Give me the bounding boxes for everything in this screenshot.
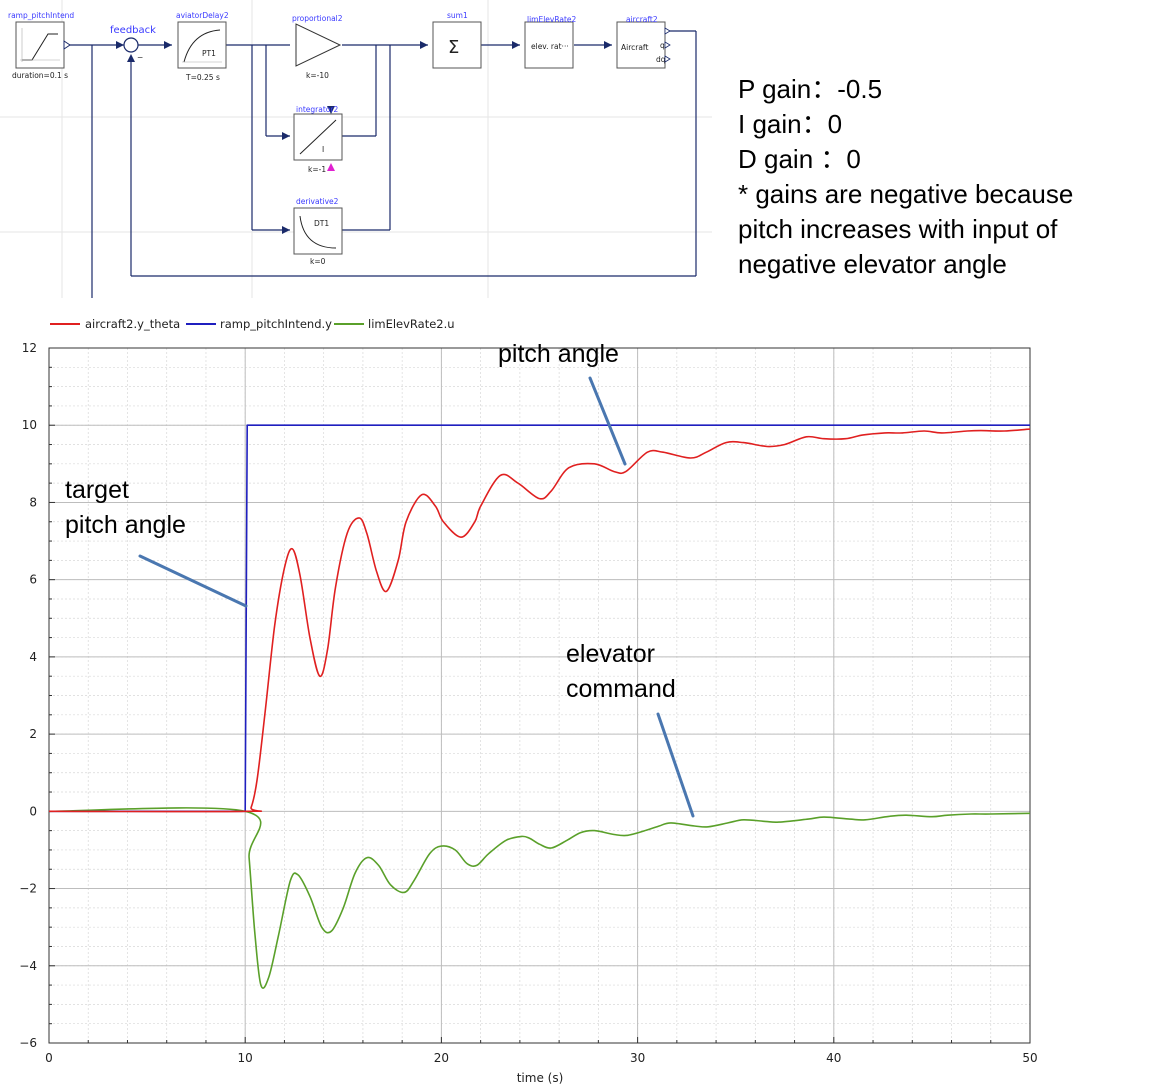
y-tick-label: 0 [29, 804, 37, 818]
elev-rate-limiter-block[interactable]: elev. rat··· limElevRate2 [524, 15, 577, 69]
y-tick-label: −4 [19, 959, 37, 973]
x-axis-label: time (s) [517, 1071, 564, 1085]
y-tick-label: 6 [29, 573, 37, 587]
x-tick-label: 0 [45, 1051, 53, 1065]
chart-grid [48, 347, 1031, 1044]
gain-notes: P gain：-0.5 I gain：0 D gain ：0 * gains a… [738, 72, 1148, 282]
x-tick-label: 10 [238, 1051, 253, 1065]
p-gain-text: P gain：-0.5 [738, 74, 883, 104]
annotation-target-line2: pitch angle [65, 511, 186, 539]
integrator-title: integrator2 [296, 105, 338, 114]
aircraft-port-q: q [660, 41, 665, 50]
aircraft-inner-label: Aircraft [621, 43, 648, 52]
y-tick-label: 2 [29, 727, 37, 741]
block-diagram-panel: ramp_pitchIntend duration=0.1 s feedback… [0, 0, 712, 298]
proportional-title: proportional2 [292, 14, 343, 23]
elevator-command-pointer [656, 712, 695, 818]
aviator-delay-inner-label: PT1 [202, 49, 216, 58]
annotation-pointers [138, 376, 695, 818]
integrator-block[interactable]: I integrator2 k=-1 [293, 105, 343, 174]
annotation-pitch-angle: pitch angle [498, 340, 619, 368]
sum-symbol: Σ [448, 37, 459, 58]
aviator-delay-title: aviatorDelay2 [176, 11, 229, 20]
pitch-angle-pointer [588, 376, 627, 466]
y-tick-label: −2 [19, 882, 37, 896]
y-tick-label: 10 [22, 418, 37, 432]
limiter-title: limElevRate2 [527, 15, 577, 24]
y-tick-label: 4 [29, 650, 37, 664]
derivative-title: derivative2 [296, 197, 339, 206]
annotation-elevator-line1: elevator [566, 640, 655, 668]
block-diagram: ramp_pitchIntend duration=0.1 s feedback… [0, 0, 712, 298]
proportional-gain-block[interactable]: proportional2 k=-10 [292, 14, 343, 80]
feedback-label: feedback [110, 25, 156, 36]
aviator-delay-param: T=0.25 s [185, 73, 220, 82]
ramp-block-param: duration=0.1 s [12, 71, 68, 80]
derivative-param: k=0 [310, 257, 326, 266]
line-chart: 0 10 20 30 40 50 −6 −4 −2 0 2 4 6 8 10 12 aircraft2.y_t… [19, 317, 1037, 1085]
diagram-arrowheads [116, 41, 612, 234]
y-tick-label: 8 [29, 495, 37, 509]
note-line-3: negative elevator angle [738, 249, 1007, 279]
limiter-inner-label: elev. rat··· [531, 42, 569, 51]
legend-label-elev: limElevRate2.u [368, 317, 455, 331]
target-pitch-pointer [138, 554, 248, 608]
aircraft-port-dq: dq [656, 55, 666, 64]
x-tick-label: 50 [1022, 1051, 1037, 1065]
derivative-block[interactable]: DT1 derivative2 k=0 [293, 197, 343, 266]
y-tick-label: 12 [22, 341, 37, 355]
proportional-param: k=-10 [306, 71, 329, 80]
aircraft-block[interactable]: Aircraft q dq aircraft2 [616, 15, 671, 69]
i-gain-text: I gain：0 [738, 109, 843, 139]
feedback-minus-sign: − [137, 53, 143, 62]
y-tick-label: −6 [19, 1036, 37, 1050]
aviator-delay-block[interactable]: PT1 aviatorDelay2 T=0.25 s [176, 11, 229, 82]
diagram-connections [64, 30, 697, 298]
x-tick-label: 20 [434, 1051, 449, 1065]
series-lines [48, 424, 1031, 989]
integrator-inner-label: I [322, 145, 324, 154]
derivative-inner-label: DT1 [314, 219, 329, 228]
series-line-2 [48, 807, 1031, 989]
legend-label-theta: aircraft2.y_theta [85, 317, 180, 331]
ramp-block-title: ramp_pitchIntend [8, 11, 74, 20]
legend-label-ramp: ramp_pitchIntend.y [220, 317, 332, 331]
sum-block[interactable]: Σ sum1 [432, 11, 482, 69]
annotation-elevator-line2: command [566, 675, 676, 703]
legend: aircraft2.y_theta ramp_pitchIntend.y lim… [50, 317, 455, 331]
ramp-block[interactable]: ramp_pitchIntend duration=0.1 s [8, 11, 74, 80]
integrator-param: k=-1 [308, 165, 326, 174]
note-line-1: * gains are negative because [738, 179, 1074, 209]
note-line-2: pitch increases with input of [738, 214, 1058, 244]
d-gain-text: D gain ：0 [738, 144, 861, 174]
series-line-0 [48, 428, 1031, 813]
annotation-target-line1: target [65, 476, 129, 504]
chart-panel: 0 10 20 30 40 50 −6 −4 −2 0 2 4 6 8 10 12 aircraft2.y_t… [0, 300, 1157, 1091]
axis-ticks: 0 10 20 30 40 50 −6 −4 −2 0 2 4 6 8 10 12 [19, 341, 1037, 1065]
aircraft-title: aircraft2 [626, 15, 658, 24]
sum-title: sum1 [447, 11, 468, 20]
x-tick-label: 30 [630, 1051, 645, 1065]
feedback-junction[interactable]: feedback − [110, 25, 156, 62]
x-tick-label: 40 [826, 1051, 841, 1065]
